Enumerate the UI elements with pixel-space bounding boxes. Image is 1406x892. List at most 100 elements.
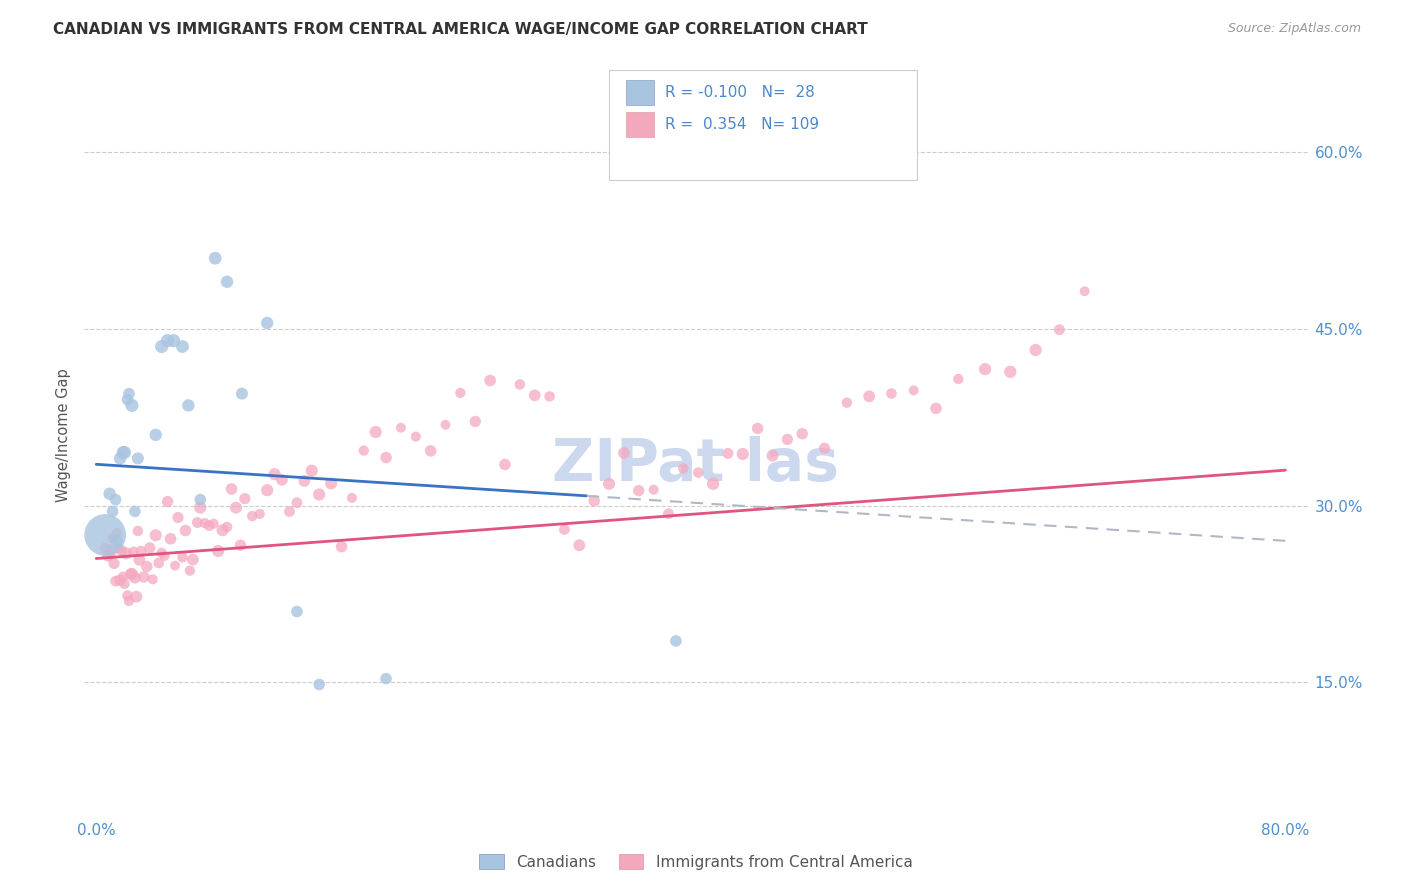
Point (1047, 323, 1070, 337)
Point (111, 445, 134, 459)
Point (153, 549, 176, 563)
Point (211, 523, 233, 537)
Point (215, 275, 238, 289)
Point (122, 545, 145, 559)
Point (204, 251, 226, 265)
Point (127, 524, 149, 538)
Point (97, 549, 120, 563)
Point (319, 476, 342, 491)
Point (207, 544, 229, 558)
Point (464, 415, 486, 429)
Point (121, 398, 143, 412)
Point (643, 483, 665, 497)
Point (179, 564, 201, 578)
Point (115, 546, 138, 560)
Point (103, 557, 125, 571)
Point (598, 476, 620, 491)
Point (285, 605, 308, 619)
Point (101, 531, 124, 545)
Point (835, 395, 858, 409)
Point (278, 504, 301, 518)
Point (110, 543, 132, 558)
Point (1073, 284, 1095, 298)
Point (583, 493, 606, 508)
Point (104, 492, 127, 507)
Point (114, 576, 136, 591)
Point (479, 374, 502, 388)
Point (233, 491, 256, 506)
Point (202, 516, 225, 531)
Point (124, 571, 146, 585)
Point (132, 570, 155, 584)
Point (174, 524, 197, 538)
Point (292, 474, 315, 488)
Point (974, 362, 997, 376)
Point (523, 388, 546, 402)
Point (142, 573, 165, 587)
Point (101, 504, 124, 518)
Point (1000, 365, 1022, 379)
Point (340, 491, 363, 505)
Point (494, 458, 516, 472)
Point (249, 507, 271, 521)
Point (308, 487, 330, 501)
Point (172, 339, 194, 353)
Point (256, 483, 278, 498)
Point (145, 528, 167, 542)
Point (256, 316, 278, 330)
Point (120, 566, 142, 581)
Point (717, 446, 740, 460)
Point (375, 672, 398, 686)
Point (118, 386, 141, 401)
Point (903, 384, 925, 398)
Point (813, 441, 835, 455)
Point (104, 574, 127, 589)
Point (702, 476, 724, 491)
Point (747, 421, 769, 435)
Point (538, 389, 561, 403)
Point (509, 377, 531, 392)
Point (159, 532, 181, 546)
Point (114, 445, 136, 459)
Point (925, 401, 948, 416)
Text: Source: ZipAtlas.com: Source: ZipAtlas.com (1227, 22, 1361, 36)
Point (150, 546, 173, 560)
Point (163, 558, 186, 573)
Point (665, 634, 688, 648)
Point (389, 420, 412, 434)
Point (150, 339, 173, 353)
Point (177, 398, 200, 412)
Point (107, 541, 129, 555)
Point (181, 552, 204, 566)
Point (194, 516, 217, 530)
Point (124, 504, 146, 518)
Point (94, 541, 117, 555)
Point (672, 461, 695, 475)
Point (240, 509, 263, 524)
Point (761, 449, 783, 463)
Text: R = -0.100   N=  28: R = -0.100 N= 28 (665, 86, 815, 100)
Point (148, 556, 170, 570)
Point (375, 450, 398, 465)
Point (129, 544, 152, 558)
Point (419, 443, 441, 458)
Text: ZIPat las: ZIPat las (553, 436, 839, 493)
Point (880, 386, 903, 401)
Point (948, 372, 970, 386)
Point (263, 467, 285, 482)
Point (100, 543, 122, 558)
Point (449, 385, 471, 400)
Point (792, 426, 814, 441)
Point (285, 496, 308, 510)
Point (118, 594, 141, 608)
Point (156, 334, 179, 348)
Point (688, 466, 710, 480)
Text: CANADIAN VS IMMIGRANTS FROM CENTRAL AMERICA WAGE/INCOME GAP CORRELATION CHART: CANADIAN VS IMMIGRANTS FROM CENTRAL AMER… (53, 22, 868, 37)
Point (308, 677, 330, 691)
Point (172, 550, 194, 565)
Point (198, 518, 221, 533)
Point (434, 417, 457, 432)
Point (353, 443, 375, 458)
Point (125, 590, 148, 604)
Point (613, 446, 636, 460)
